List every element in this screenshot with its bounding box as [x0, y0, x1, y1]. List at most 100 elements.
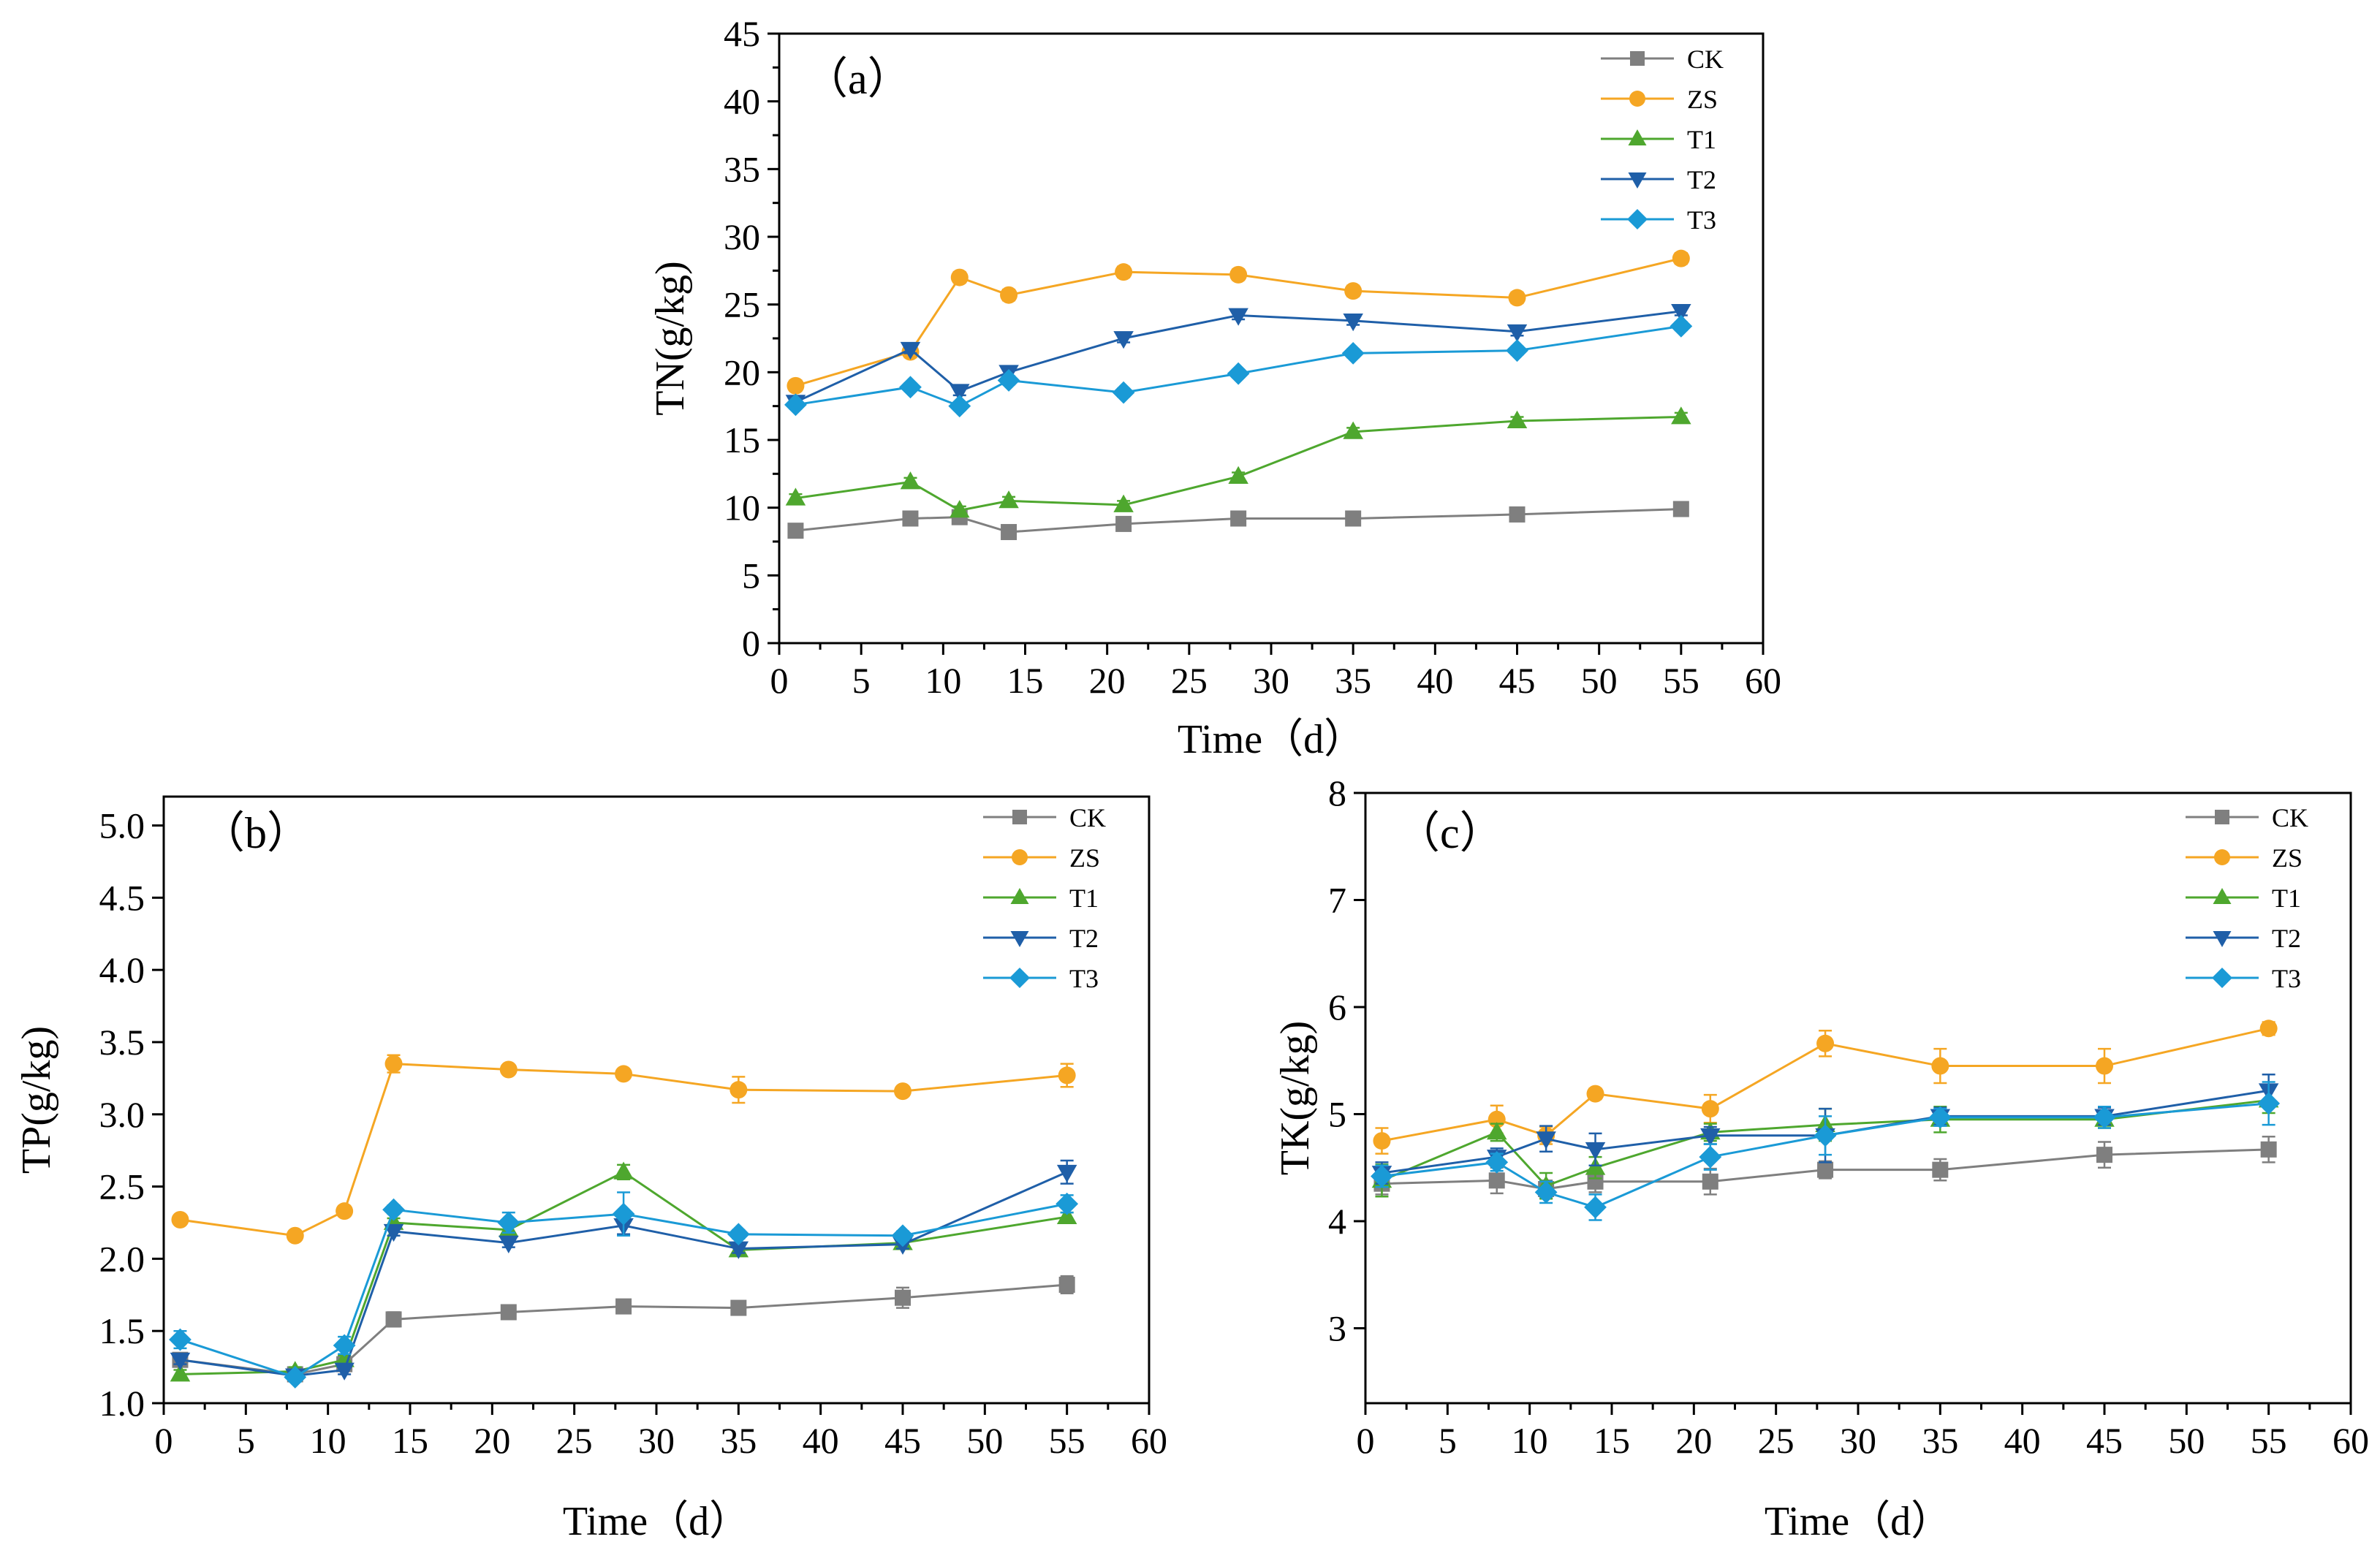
y-tick-label: 4.5: [99, 877, 145, 918]
legend-marker-ck: [2215, 810, 2229, 824]
data-point-t3: [997, 369, 1020, 392]
data-point-t2: [1056, 1164, 1077, 1183]
data-point-zs: [2096, 1057, 2113, 1075]
legend-label-ck: CK: [1687, 45, 1724, 74]
data-point-t1: [1113, 494, 1134, 512]
y-tick-label: 30: [724, 216, 760, 257]
data-point-zs: [1373, 1132, 1391, 1150]
x-tick-label: 0: [1357, 1420, 1375, 1461]
legend-label-ck: CK: [1069, 803, 1106, 832]
data-point-ck: [895, 1289, 911, 1306]
y-tick-label: 0: [742, 623, 760, 664]
data-point-zs: [894, 1082, 912, 1101]
panel-label: （a）: [804, 55, 912, 103]
y-axis-title: TN(g/kg): [648, 261, 693, 416]
y-axis-title: TP(g/kg): [14, 1026, 59, 1174]
legend-label-t3: T3: [1069, 964, 1099, 993]
x-tick-label: 20: [1675, 1420, 1712, 1461]
data-point-t1: [1486, 1122, 1507, 1140]
data-point-t1: [1671, 406, 1691, 425]
legend-marker-t2: [1010, 931, 1029, 947]
x-axis-title: Time（d）: [1178, 717, 1365, 762]
chart-panel-a: 0 5 10 15 20 25 30 35 40 45 50 55 60 0 5 10 15 20 25 30 35 40…: [648, 13, 1781, 762]
data-point-ck: [1702, 1173, 1718, 1190]
x-tick-label: 10: [1512, 1420, 1548, 1461]
y-tick-label: 7: [1328, 879, 1346, 920]
y-tick-label: 5.0: [99, 805, 145, 846]
x-tick-label: 0: [155, 1420, 173, 1461]
x-tick-label: 55: [1663, 660, 1699, 701]
data-point-t1: [334, 1349, 355, 1367]
legend-label-t1: T1: [1069, 884, 1099, 913]
plot-frame: [778, 32, 1765, 645]
y-tick-label: 1.0: [99, 1383, 145, 1424]
chart-panel-c: 0 5 10 15 20 25 30 35 40 45 50 55 60345678Time（d）TK(…: [1273, 772, 2369, 1544]
y-tick-label: 4.0: [99, 949, 145, 990]
data-point-t2: [1536, 1131, 1556, 1150]
x-tick-label: 40: [803, 1420, 839, 1461]
y-tick-label: 3: [1328, 1307, 1346, 1348]
x-tick-label: 50: [1581, 660, 1618, 701]
legend-label-zs: ZS: [1069, 843, 1100, 873]
chart-panel-b: 0 5 10 15 20 25 30 35 40 45 50 55 60 1.0 1.5 2.0 2.5 3.0 3…: [14, 795, 1167, 1544]
data-point-t3: [1670, 314, 1693, 338]
x-tick-label: 40: [2004, 1420, 2041, 1461]
legend-marker-t3: [2212, 968, 2232, 988]
data-point-t3: [1699, 1145, 1722, 1169]
data-point-ck: [1345, 510, 1362, 527]
data-point-ck: [1058, 1276, 1075, 1293]
x-tick-label: 25: [556, 1420, 593, 1461]
data-point-t3: [2257, 1092, 2281, 1115]
data-point-zs: [729, 1081, 748, 1099]
data-point-zs: [1931, 1057, 1949, 1075]
y-tick-label: 5: [742, 555, 760, 596]
x-tick-label: 15: [1593, 1420, 1630, 1461]
legend-label-t2: T2: [1687, 165, 1716, 194]
data-point-t3: [1341, 341, 1365, 365]
legend-marker-t2: [2213, 931, 2232, 947]
data-point-t2: [170, 1352, 191, 1371]
x-tick-label: 40: [1417, 660, 1453, 701]
y-tick-label: 25: [724, 284, 760, 325]
x-tick-label: 45: [884, 1420, 921, 1461]
data-point-ck: [902, 510, 919, 527]
series-line-ck: [180, 1283, 1067, 1375]
plot-frame: [1364, 791, 2352, 1405]
data-point-t3: [612, 1202, 635, 1226]
legend-marker-zs: [2214, 849, 2230, 865]
x-tick-label: 55: [1049, 1420, 1085, 1461]
y-tick-label: 5: [1328, 1093, 1346, 1134]
series-t3: [784, 314, 1693, 418]
data-point-zs: [1115, 263, 1133, 281]
y-tick-label: 40: [724, 81, 760, 122]
data-point-t1: [1228, 466, 1248, 484]
x-tick-label: 20: [474, 1420, 510, 1461]
data-point-t2: [900, 341, 921, 360]
data-point-zs: [384, 1055, 403, 1073]
data-point-t1: [950, 500, 970, 518]
data-point-t3: [1814, 1124, 1837, 1147]
legend-label-t2: T2: [1069, 924, 1099, 953]
y-tick-label: 6: [1328, 987, 1346, 1028]
data-point-t3: [497, 1211, 520, 1234]
data-point-t3: [382, 1198, 405, 1221]
data-point-t2: [499, 1235, 519, 1253]
data-point-ck: [615, 1298, 632, 1315]
data-point-zs: [1816, 1034, 1835, 1052]
data-point-t3: [1506, 339, 1528, 362]
data-point-t1: [785, 487, 806, 506]
legend: CK ZS T1 T2 T3: [983, 803, 1106, 993]
data-point-t1: [1343, 421, 1363, 439]
data-point-zs: [1000, 286, 1018, 304]
data-point-t1: [1056, 1206, 1077, 1224]
y-tick-label: 2.5: [99, 1166, 145, 1207]
data-point-t3: [1584, 1196, 1607, 1219]
data-point-t3: [2093, 1106, 2116, 1129]
x-tick-label: 5: [1439, 1420, 1457, 1461]
x-tick-label: 30: [1253, 660, 1289, 701]
x-tick-label: 30: [1840, 1420, 1876, 1461]
legend-marker-t1: [2213, 888, 2232, 904]
series-zs: [171, 1054, 1076, 1245]
data-point-ck: [1509, 506, 1526, 523]
legend-label-t1: T1: [1687, 125, 1716, 154]
